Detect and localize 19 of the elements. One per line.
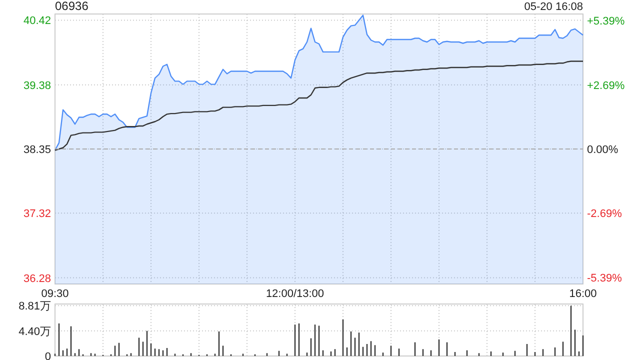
line-series <box>54 60 584 151</box>
y-tick-label: 8.81万 <box>18 300 51 313</box>
x-tick-label: 09:30 <box>41 288 69 300</box>
y-tick-label: 36.28 <box>23 272 51 285</box>
y2-tick-label: -5.39% <box>587 272 622 285</box>
y-tick-label: 40.42 <box>23 15 51 28</box>
y2-tick-label: +2.69% <box>587 80 625 92</box>
chart-title: 06936 <box>55 0 89 13</box>
x-tick-label: 16:00 <box>569 288 597 300</box>
y2-tick-label: -2.69% <box>587 208 622 220</box>
chart-subtitle: 05-20 16:08 <box>524 1 583 13</box>
y2-tick-label: +5.39% <box>587 15 625 28</box>
y-tick-label: 4.40万 <box>18 326 51 338</box>
y-tick-label: 0 <box>44 351 51 360</box>
y-tick-label: 39.38 <box>23 80 51 92</box>
y2-tick-label: 0.00% <box>587 144 618 156</box>
x-tick-label: 12:00/13:00 <box>266 288 324 300</box>
y-tick-label: 38.35 <box>23 144 51 156</box>
y-tick-label: 37.32 <box>23 208 51 220</box>
